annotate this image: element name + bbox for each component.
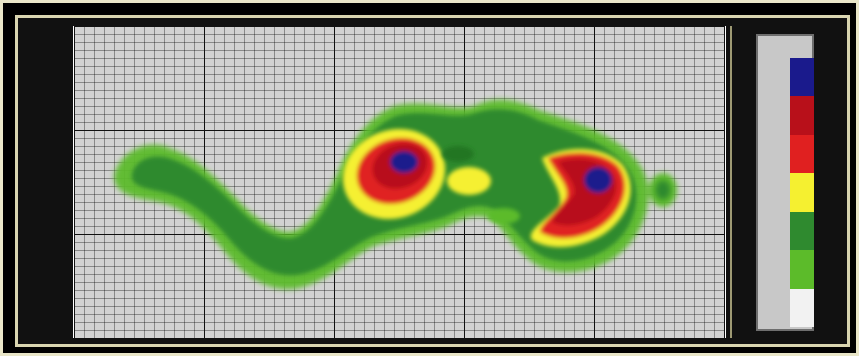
legend-swatch-blue [790,58,814,97]
color-legend [756,34,814,331]
heel-hotspot [530,148,631,248]
pressure-heatmap [114,99,677,290]
legend-swatch-dark-red [790,96,814,135]
midfoot-patches [442,146,520,224]
legend-swatch-red [790,134,814,174]
legend-swatch-yellow [790,173,814,212]
legend-ticks [760,58,788,327]
forefoot-blue [390,151,418,173]
legend-swatch-light-green [790,250,814,289]
pressure-grid [73,26,726,338]
legend-swatch-white [790,288,814,327]
legend-title [758,38,812,54]
toe-yellow-left [447,167,491,195]
display-panel [15,15,850,347]
heel-blue [584,167,612,193]
legend-swatch-green [790,211,814,251]
legend-color-scale [790,58,814,327]
toe-dot-core [655,180,671,200]
forefoot-hotspot [342,128,491,220]
midfoot-dark-spot [442,146,474,162]
divider [730,26,732,338]
midfoot-light-spot [488,208,520,224]
